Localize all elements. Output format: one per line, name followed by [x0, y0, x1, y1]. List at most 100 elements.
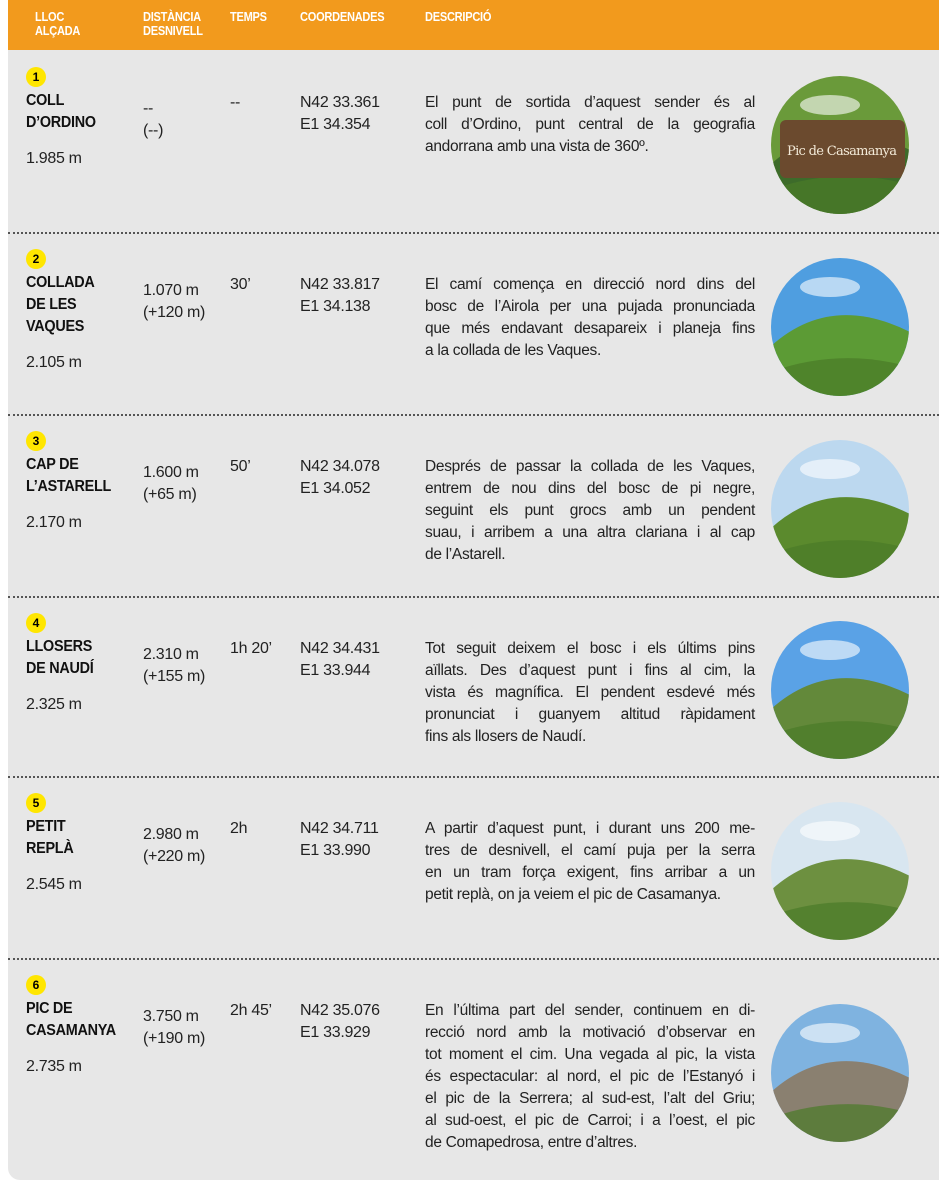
coordinate: N42 33.817	[300, 274, 380, 296]
description-line: suau, i arribem a una altra clariana i a…	[425, 522, 755, 544]
photo	[770, 439, 910, 579]
description-line: coll d’Ordino, punt central de la geogra…	[425, 114, 755, 136]
description: A partir d’aquest punt, i durant uns 200…	[425, 818, 755, 906]
photo: Pic de Casamanya	[770, 75, 910, 215]
coordinate: N42 33.361	[300, 92, 380, 114]
header-cell: TEMPS	[230, 10, 267, 24]
step-badge: 6	[26, 975, 46, 995]
name-line: L’ASTARELL	[26, 476, 111, 498]
row-separator	[8, 414, 939, 416]
description-line: En l’última part del sender, continuem e…	[425, 1000, 755, 1022]
coordinate: E1 33.929	[300, 1022, 380, 1044]
description-line: a la collada de les Vaques.	[425, 340, 755, 362]
time: 50’	[230, 456, 250, 478]
distance: 2.980 m	[143, 824, 205, 846]
coordinate: N42 34.711	[300, 818, 379, 840]
name-line: LLOSERS	[26, 636, 93, 658]
name-line: DE NAUDÍ	[26, 658, 93, 680]
description-line: entrem de nou dins del bosc de pi negre,	[425, 478, 755, 500]
description-line: El punt de sortida d’aquest sender és al	[425, 92, 755, 114]
description-line: andorrana amb una vista de 360º.	[425, 136, 755, 158]
coordinate: N42 34.431	[300, 638, 380, 660]
altitude: 2.735 m	[26, 1056, 82, 1078]
step-badge: 3	[26, 431, 46, 451]
step-badge: 1	[26, 67, 46, 87]
description-line: tot moment el cim. Una vegada al pic, la…	[425, 1044, 755, 1066]
header-text: DESCRIPCIÓ	[425, 10, 491, 24]
name-line: COLL	[26, 90, 96, 112]
description-line: que més endavant desapareix i planeja fi…	[425, 318, 755, 340]
description-line: és espectacular: al nord, el pic de l’Es…	[425, 1066, 755, 1088]
altitude: 2.170 m	[26, 512, 82, 534]
coordinate: E1 33.944	[300, 660, 380, 682]
coordinate: N42 35.076	[300, 1000, 380, 1022]
description-line: de l’Astarell.	[425, 544, 755, 566]
description-line: A partir d’aquest punt, i durant uns 200…	[425, 818, 755, 840]
description-line: en un tram força exigent, fins arribar a…	[425, 862, 755, 884]
altitude: 2.105 m	[26, 352, 82, 374]
elevation: (--)	[143, 120, 163, 142]
distance-cell: 1.600 m(+65 m)	[143, 462, 199, 506]
header-text: COORDENADES	[300, 10, 384, 24]
coordinate: E1 34.052	[300, 478, 380, 500]
description-line: al sud-oest, el pic de Carroi; i a l’oes…	[425, 1110, 755, 1132]
header-cell: DESCRIPCIÓ	[425, 10, 491, 24]
header-cell: COORDENADES	[300, 10, 384, 24]
description: Després de passar la collada de les Vaqu…	[425, 456, 755, 566]
row-separator	[8, 232, 939, 234]
coordinate: E1 33.990	[300, 840, 379, 862]
description-line: bosc de l’Airola per una pujada pronunci…	[425, 296, 755, 318]
name-line: PIC DE	[26, 998, 116, 1020]
coordinates: N42 34.078E1 34.052	[300, 456, 380, 500]
photo	[770, 1003, 910, 1143]
row-separator	[8, 776, 939, 778]
description: Tot seguit deixem el bosc i els últims p…	[425, 638, 755, 748]
altitude: 2.545 m	[26, 874, 82, 896]
description-line: recció nord amb la motivació d’observar …	[425, 1022, 755, 1044]
time: 2h 45’	[230, 1000, 272, 1022]
name-line: CAP DE	[26, 454, 111, 476]
description-line: El camí comença en direcció nord dins de…	[425, 274, 755, 296]
time: --	[230, 92, 240, 114]
description-line: tres de desnivell, el camí puja per la s…	[425, 840, 755, 862]
description-line: vista és magnífica. El pendent esdevé mé…	[425, 682, 755, 704]
description-line: Tot seguit deixem el bosc i els últims p…	[425, 638, 755, 660]
row-separator	[8, 596, 939, 598]
altitude: 2.325 m	[26, 694, 82, 716]
altitude: 1.985 m	[26, 148, 82, 170]
step-badge: 4	[26, 613, 46, 633]
elevation: (+65 m)	[143, 484, 199, 506]
name-line: VAQUES	[26, 316, 95, 338]
place-name: PETITREPLÀ	[26, 816, 73, 860]
time: 30’	[230, 274, 250, 296]
distance-cell: 2.310 m(+155 m)	[143, 644, 205, 688]
coordinate: E1 34.354	[300, 114, 380, 136]
header-text: DISTÀNCIA	[143, 10, 203, 24]
name-line: COLLADA	[26, 272, 95, 294]
description: El camí comença en direcció nord dins de…	[425, 274, 755, 362]
description: En l’última part del sender, continuem e…	[425, 1000, 755, 1154]
name-line: CASAMANYA	[26, 1020, 116, 1042]
elevation: (+155 m)	[143, 666, 205, 688]
distance-cell: 2.980 m(+220 m)	[143, 824, 205, 868]
step-badge: 2	[26, 249, 46, 269]
name-line: REPLÀ	[26, 838, 73, 860]
distance-cell: 1.070 m(+120 m)	[143, 280, 205, 324]
header-text: TEMPS	[230, 10, 267, 24]
row-separator	[8, 958, 939, 960]
distance: 1.600 m	[143, 462, 199, 484]
elevation: (+120 m)	[143, 302, 205, 324]
description-line: de Comapedrosa, entre d’altres.	[425, 1132, 755, 1154]
